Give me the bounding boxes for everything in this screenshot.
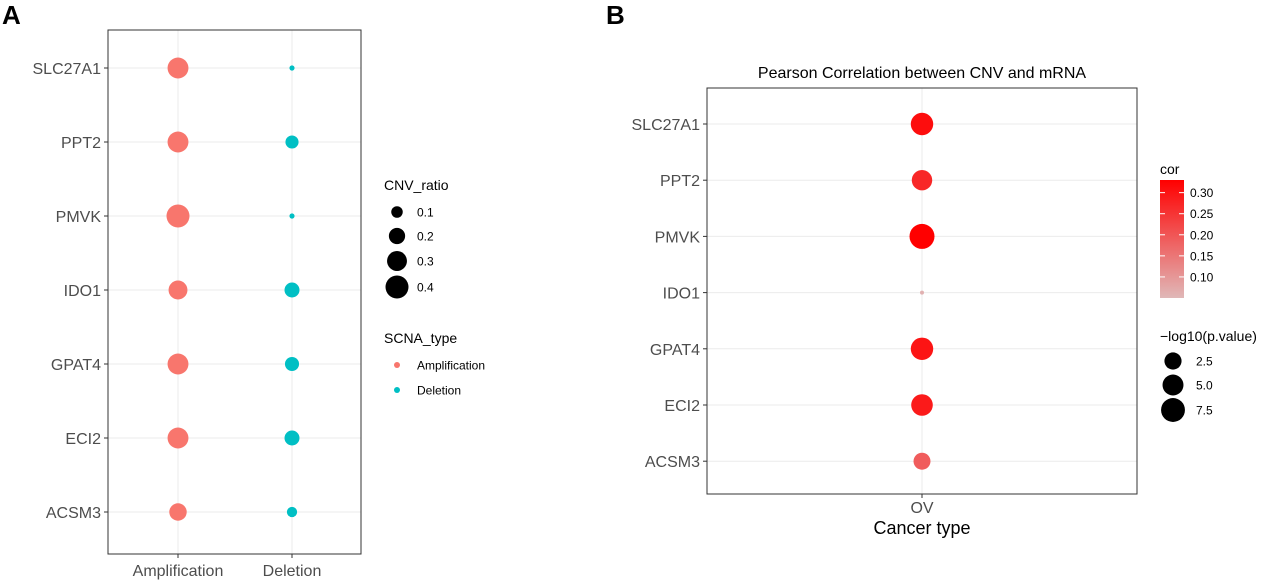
panel-a-ytick-label-gpat4: GPAT4 [51,357,101,374]
panel-b-ytick-label-acsm3: ACSM3 [645,454,700,471]
panel-a-size-legend-label: 0.4 [417,281,434,295]
panel-a-point-deletion-eci2 [284,430,300,446]
panel-a-color-legend-label-deletion: Deletion [417,384,461,398]
panel-b-size-legend-title: −log10(p.value) [1160,328,1257,344]
panel-a-frame [107,29,362,555]
panel-b-ytick-label-ido1: IDO1 [663,286,700,303]
panel-a-size-legend-label: 0.1 [417,206,434,220]
panel-a-point-amplification-gpat4 [167,353,189,375]
panel-a-color-legend-key-deletion [394,387,400,393]
panel-b-colorbar-label: 0.10 [1190,270,1214,284]
panel-a-size-legend-label: 0.3 [417,255,434,269]
panel-b-point-pmvk [909,223,935,249]
panel-b-point-ppt2 [911,169,933,191]
panel-b-colorbar-label: 0.20 [1190,228,1214,242]
panel-b-size-legend-label: 5.0 [1196,379,1213,393]
panel-a-point-amplification-slc27a1 [167,57,189,79]
panel-a-point-deletion-slc27a1 [289,65,295,71]
panel-a-ytick-label-ppt2: PPT2 [61,135,101,152]
panel-b-size-legend-key [1161,398,1185,422]
panel-a-size-legend-key [387,251,407,271]
panel-b-colorbar-label: 0.30 [1190,186,1214,200]
panel-a-point-deletion-ppt2 [285,135,299,149]
panel-a-point-amplification-eci2 [167,427,189,449]
panel-a-size-legend-label: 0.2 [417,230,434,244]
panel-b-size-legend-key [1164,352,1182,370]
panel-a-ytick-label-ido1: IDO1 [64,283,101,300]
panel-a-ytick-label-eci2: ECI2 [65,431,101,448]
panel-a-point-deletion-acsm3 [286,506,298,518]
panel-a-point-amplification-ido1 [168,280,188,300]
panel-b-size-legend-label: 7.5 [1196,404,1213,418]
panel-b-point-eci2 [911,394,933,416]
panel-b-ytick-label-pmvk: PMVK [655,229,701,246]
panel-b-colorbar-label: 0.25 [1190,207,1214,221]
panel-a-plot-background [108,30,361,554]
panel-a-color-legend-key-amplification [394,362,400,368]
panel-b-point-slc27a1 [910,112,934,136]
panel-b-ytick-label-ppt2: PPT2 [660,173,700,190]
panel-a-color-legend-title: SCNA_type [384,330,457,346]
panel-b-ytick-label-slc27a1: SLC27A1 [632,117,701,134]
panel-b-xaxis-title: Cancer type [873,518,970,538]
panel-b-chart: Pearson Correlation between CNV and mRNA… [632,65,1257,538]
panel-a-point-amplification-ppt2 [167,131,189,153]
panel-a-ytick-label-pmvk: PMVK [56,209,102,226]
panel-a-size-legend-title: CNV_ratio [384,177,449,193]
panel-b-colorbar-title: cor [1160,161,1180,177]
panel-a-ytick-label-slc27a1: SLC27A1 [33,61,102,78]
panel-label-a: A [2,0,21,30]
panel-a-point-deletion-pmvk [289,213,295,219]
panel-a-color-legend-label-amplification: Amplification [417,359,485,373]
panel-a-size-legend-key [391,206,403,218]
panel-a-point-amplification-acsm3 [169,503,187,521]
panel-label-b: B [606,0,625,30]
panel-b-title: Pearson Correlation between CNV and mRNA [758,65,1086,82]
panel-a-ytick-label-acsm3: ACSM3 [46,505,101,522]
panel-a-point-amplification-pmvk [166,204,190,228]
panel-b-colorbar [1160,180,1184,298]
panel-a-xtick-label-amplification: Amplification [133,563,224,580]
panel-a-size-legend-key [385,275,409,299]
panel-b-point-gpat4 [910,337,934,361]
panel-b-ytick-label-gpat4: GPAT4 [650,342,700,359]
panel-a-chart: SLC27A1 PPT2 PMVK IDO1 GPAT4 ECI2 ACSM3 Amplifi… [33,29,485,580]
panel-b-xtick-label-ov: OV [910,500,933,517]
panel-b-colorbar-label: 0.15 [1190,249,1214,263]
panel-a-point-deletion-ido1 [284,282,300,298]
panel-b-point-acsm3 [913,452,931,470]
panel-b-point-ido1 [920,290,924,295]
panel-b-size-legend-label: 2.5 [1196,355,1213,369]
panel-b-size-legend-key [1162,374,1184,396]
panel-a-point-deletion-gpat4 [284,356,300,372]
panel-a-xtick-label-deletion: Deletion [263,563,322,580]
panel-b-ytick-label-eci2: ECI2 [664,398,700,415]
panel-a-size-legend-key [388,227,406,245]
